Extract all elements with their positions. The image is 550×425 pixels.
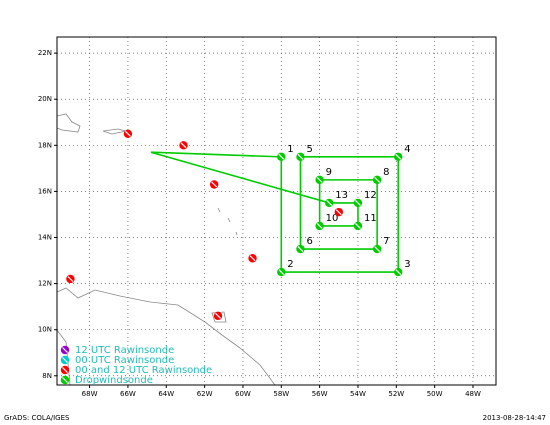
waypoint-label: 8 (383, 167, 389, 178)
dropwindsonde (372, 175, 382, 185)
marker-stripe (62, 347, 68, 353)
waypoint-label: 6 (306, 236, 312, 247)
marker-stripe (395, 153, 402, 160)
waypoint-label: 5 (306, 144, 312, 155)
x-tick-label: 64W (158, 390, 174, 398)
waypoint-label: 11 (364, 213, 377, 224)
marker-stripe (249, 255, 256, 262)
dropwindsonde (315, 175, 324, 185)
waypoint-label: 12 (364, 190, 377, 201)
x-tick-label: 52W (388, 390, 404, 398)
x-tick-label: 66W (120, 390, 136, 398)
waypoint-label: 2 (287, 259, 293, 270)
legend-label: 00 UTC Rawinsonde (75, 355, 174, 366)
marker-stripe (62, 367, 68, 373)
waypoint-label: 13 (335, 190, 348, 201)
x-tick-label: 48W (465, 390, 481, 398)
marker-stripe (67, 276, 74, 282)
rawinsonde (334, 207, 344, 217)
dropwindsonde (394, 152, 403, 162)
legend-marker (60, 365, 70, 375)
marker-stripe (278, 269, 285, 275)
x-tick-label: 62W (197, 390, 213, 398)
marker-stripe (62, 377, 68, 383)
coast (56, 113, 81, 133)
x-tick-label: 54W (350, 390, 366, 398)
x-tick-label: 60W (235, 390, 251, 398)
y-tick-label: 14N (38, 234, 52, 242)
frame (56, 36, 497, 386)
x-tick-label: 50W (427, 390, 443, 398)
marker-stripe (374, 246, 381, 252)
dropwindsonde (296, 244, 305, 254)
waypoint-label: 7 (383, 236, 389, 247)
waypoint-label: 4 (404, 144, 410, 155)
marker-stripe (316, 223, 323, 229)
rawinsonde (123, 129, 133, 138)
footer-right: 2013-08-28-14:47 (483, 414, 546, 422)
rawinsonde (248, 254, 257, 263)
marker-stripe (374, 176, 381, 183)
y-tick-label: 10N (38, 326, 52, 334)
legend-label: 12 UTC Rawinsonde (75, 345, 174, 356)
legend-marker (60, 355, 70, 365)
x-tick-label: 56W (312, 390, 328, 398)
legend-label: Dropwindsonde (75, 375, 153, 386)
dropwindsonde (394, 267, 403, 277)
marker-stripe (125, 130, 131, 137)
waypoint-label: 3 (404, 259, 410, 270)
rawinsonde (209, 180, 219, 189)
marker-stripe (355, 200, 361, 206)
legend-marker (60, 345, 70, 355)
y-tick-label: 18N (38, 141, 52, 149)
rawinsonde (66, 274, 75, 284)
coast (56, 287, 276, 386)
marker-stripe (62, 357, 68, 363)
waypoint-label: 9 (326, 167, 332, 178)
coast (217, 207, 238, 236)
marker-stripe (180, 142, 187, 149)
marker-stripe (211, 181, 218, 188)
marker-stripe (215, 312, 221, 319)
rawinsonde (213, 311, 223, 321)
dropwindsonde (315, 221, 324, 231)
marker-stripe (326, 200, 333, 206)
y-tick-label: 8N (42, 372, 52, 380)
x-tick-label: 58W (273, 390, 289, 398)
footer-left: GrADS: COLA/IGES (4, 414, 70, 422)
dropwindsonde (296, 152, 305, 162)
legend-marker (60, 375, 70, 385)
dropwindsonde (277, 267, 286, 277)
marker-stripe (297, 246, 304, 252)
rawinsonde (179, 141, 188, 150)
marker-stripe (316, 176, 323, 183)
y-tick-label: 20N (38, 95, 52, 103)
marker-stripe (395, 269, 402, 275)
marker-stripe (335, 209, 342, 216)
y-tick-label: 16N (38, 187, 52, 195)
marker-stripe (278, 153, 285, 160)
dropwindsonde (372, 244, 382, 254)
y-tick-label: 22N (38, 49, 52, 57)
marker-stripe (355, 223, 361, 229)
dropwindsonde (353, 221, 363, 231)
waypoint-label: 10 (326, 213, 339, 224)
dropwindsonde (353, 198, 363, 208)
dropwindsonde (277, 152, 286, 162)
marker-stripe (297, 153, 304, 160)
x-tick-label: 68W (82, 390, 98, 398)
y-tick-label: 12N (38, 280, 52, 288)
legend-label: 00 and 12 UTC Rawinsonde (75, 365, 212, 376)
dropwindsonde (325, 198, 334, 208)
waypoint-label: 1 (287, 144, 293, 155)
